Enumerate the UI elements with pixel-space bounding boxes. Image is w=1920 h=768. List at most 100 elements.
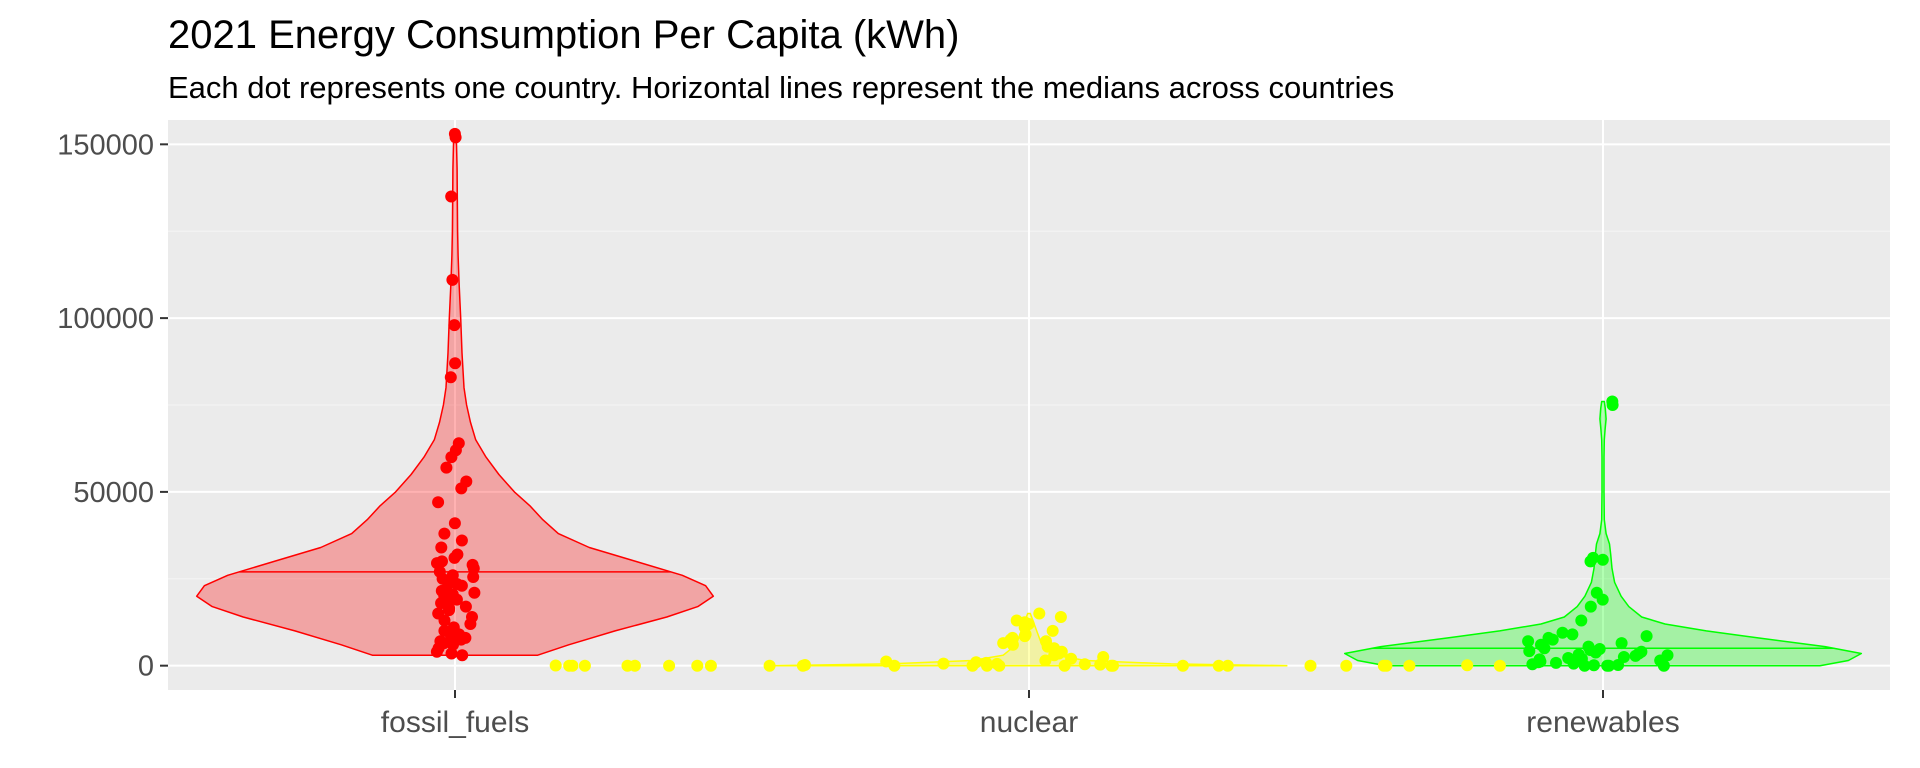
x-axis: fossil_fuels nuclear renewables xyxy=(381,690,1680,739)
point-fossil_fuels xyxy=(440,461,453,474)
point-fossil_fuels xyxy=(455,534,468,547)
point-nuclear xyxy=(937,657,950,670)
point-fossil_fuels xyxy=(467,571,480,583)
point-nuclear xyxy=(663,659,676,672)
x-tick-label: fossil_fuels xyxy=(381,706,529,739)
point-fossil_fuels xyxy=(448,319,461,332)
point-nuclear xyxy=(888,659,901,672)
point-fossil_fuels xyxy=(455,579,468,592)
point-fossil_fuels xyxy=(448,551,461,564)
point-nuclear xyxy=(763,659,776,672)
point-renewables xyxy=(1584,600,1597,613)
point-nuclear xyxy=(1094,658,1107,671)
point-fossil_fuels xyxy=(435,541,448,554)
point-nuclear xyxy=(1058,659,1071,672)
point-nuclear xyxy=(1212,659,1225,672)
y-tick-label: 0 xyxy=(138,651,154,683)
grid-lines xyxy=(168,120,1890,690)
point-renewables xyxy=(1596,553,1609,566)
point-nuclear xyxy=(981,659,993,672)
point-nuclear xyxy=(796,659,809,672)
point-nuclear xyxy=(1054,611,1067,623)
point-nuclear xyxy=(1006,638,1019,651)
point-fossil_fuels xyxy=(438,614,451,627)
point-nuclear xyxy=(621,659,634,672)
point-renewables xyxy=(1612,659,1625,671)
point-nuclear xyxy=(1107,659,1119,672)
y-tick-label: 150000 xyxy=(57,129,154,161)
point-renewables xyxy=(1567,657,1580,670)
point-nuclear xyxy=(1340,659,1353,672)
x-tick-label: nuclear xyxy=(980,706,1078,739)
point-fossil_fuels xyxy=(449,357,462,370)
point-nuclear xyxy=(997,637,1010,650)
point-fossil_fuels xyxy=(449,131,462,144)
point-nuclear xyxy=(1033,607,1046,620)
point-nuclear xyxy=(993,659,1006,672)
point-fossil_fuels xyxy=(467,562,480,575)
point-fossil_fuels xyxy=(445,451,458,464)
point-renewables xyxy=(1601,659,1614,672)
point-fossil_fuels xyxy=(456,649,469,662)
point-nuclear xyxy=(1304,659,1317,672)
point-renewables xyxy=(1550,656,1562,669)
point-renewables xyxy=(1538,642,1551,655)
point-nuclear xyxy=(1221,659,1234,672)
point-fossil_fuels xyxy=(438,527,451,540)
point-nuclear xyxy=(1176,659,1189,672)
point-fossil_fuels xyxy=(432,496,445,509)
point-nuclear xyxy=(1018,630,1031,643)
point-renewables xyxy=(1575,614,1588,627)
point-nuclear xyxy=(1039,654,1052,667)
point-renewables xyxy=(1584,555,1597,568)
point-renewables xyxy=(1556,626,1569,639)
chart-title: 2021 Energy Consumption Per Capita (kWh) xyxy=(168,13,959,57)
data-points xyxy=(430,127,1674,672)
point-nuclear xyxy=(563,659,576,672)
point-renewables xyxy=(1629,649,1642,662)
point-fossil_fuels xyxy=(445,647,458,660)
point-fossil_fuels xyxy=(430,645,443,658)
point-fossil_fuels xyxy=(444,371,457,384)
point-renewables xyxy=(1546,633,1559,646)
point-nuclear xyxy=(578,659,591,672)
point-renewables xyxy=(1587,659,1600,672)
point-fossil_fuels xyxy=(468,586,481,599)
point-nuclear xyxy=(1403,659,1416,672)
y-axis: 0 50000 100000 150000 xyxy=(57,129,168,683)
point-renewables xyxy=(1657,659,1670,672)
y-tick-label: 100000 xyxy=(57,303,154,335)
point-fossil_fuels xyxy=(436,572,449,585)
point-fossil_fuels xyxy=(446,273,459,286)
violin-renewables xyxy=(1343,400,1863,667)
point-fossil_fuels xyxy=(464,618,477,630)
point-fossil_fuels xyxy=(443,604,455,617)
point-renewables xyxy=(1615,637,1628,650)
point-nuclear xyxy=(549,659,562,672)
point-renewables xyxy=(1596,593,1609,606)
point-nuclear xyxy=(966,659,979,672)
point-renewables xyxy=(1606,399,1619,411)
point-fossil_fuels xyxy=(455,482,468,495)
point-renewables xyxy=(1578,659,1591,672)
point-nuclear xyxy=(1377,659,1390,672)
point-nuclear xyxy=(691,659,704,672)
point-renewables xyxy=(1566,628,1579,641)
point-nuclear xyxy=(1078,658,1091,671)
point-renewables xyxy=(1526,658,1539,671)
point-fossil_fuels xyxy=(448,517,461,530)
point-renewables xyxy=(1523,645,1536,658)
point-nuclear xyxy=(1048,649,1061,662)
point-renewables xyxy=(1640,630,1653,643)
chart-subtitle: Each dot represents one country. Horizon… xyxy=(168,70,1394,105)
point-nuclear xyxy=(1461,659,1474,672)
point-nuclear xyxy=(1046,624,1059,637)
point-fossil_fuels xyxy=(445,190,458,203)
point-nuclear xyxy=(704,659,717,672)
point-nuclear xyxy=(1493,659,1506,672)
x-tick-label: renewables xyxy=(1526,706,1679,739)
point-fossil_fuels xyxy=(459,600,472,613)
point-renewables xyxy=(1589,646,1602,659)
y-tick-label: 50000 xyxy=(73,477,154,509)
